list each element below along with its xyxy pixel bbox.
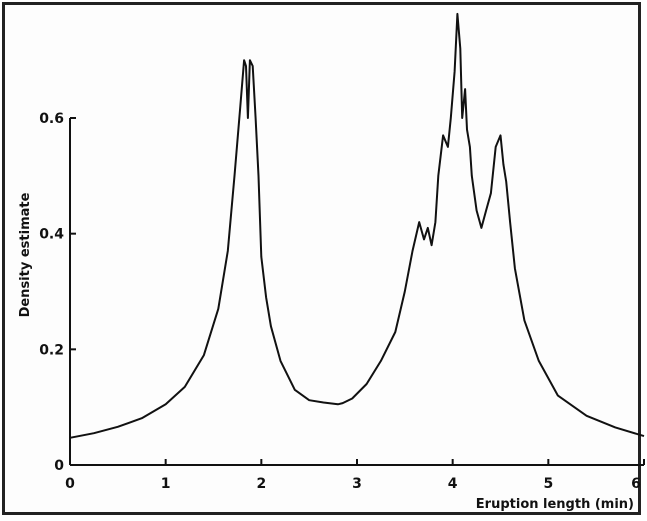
x-ticks: 0 1 2 3 4 5 6 <box>65 459 645 492</box>
density-line <box>69 12 645 439</box>
y-tick-label-3: 0.6 <box>39 111 64 127</box>
axes <box>69 118 644 466</box>
x-tick-label-6: 6 <box>631 476 641 492</box>
y-axis-title: Density estimate <box>18 192 33 317</box>
x-tick-label-1: 1 <box>161 476 171 492</box>
x-tick-label-2: 2 <box>256 476 266 492</box>
x-tick-label-3: 3 <box>352 476 362 492</box>
x-tick-label-0: 0 <box>65 476 75 492</box>
x-tick-label-5: 5 <box>543 476 553 492</box>
y-ticks: 0 0.2 0.4 0.6 <box>39 111 76 474</box>
x-axis-title: Eruption length (min) <box>476 497 634 512</box>
y-tick-label-2: 0.4 <box>39 227 64 243</box>
y-tick-label-0: 0 <box>54 458 64 474</box>
x-tick-label-4: 4 <box>448 476 458 492</box>
y-tick-label-1: 0.2 <box>39 342 64 358</box>
